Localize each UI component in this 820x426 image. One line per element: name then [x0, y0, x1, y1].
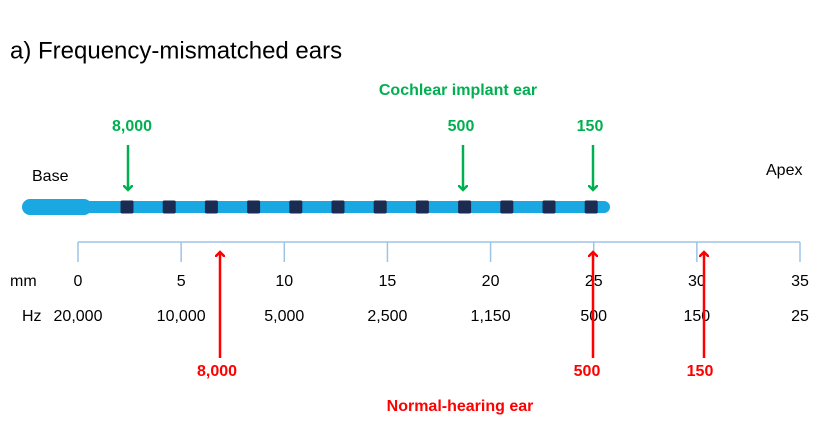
electrode: [542, 200, 556, 214]
nh-arrow-label: 500: [574, 363, 601, 380]
hz-label: Hz: [22, 308, 42, 325]
mm-tick-label: 35: [791, 273, 809, 290]
mm-tick-label: 5: [177, 273, 186, 290]
hz-tick-label: 2,500: [367, 308, 407, 325]
nh-label: Normal-hearing ear: [387, 398, 534, 415]
hz-tick-label: 10,000: [157, 308, 206, 325]
electrode: [331, 200, 345, 214]
electrode: [120, 200, 134, 214]
hz-tick-label: 150: [684, 308, 711, 325]
electrode: [247, 200, 261, 214]
hz-tick-label: 1,150: [471, 308, 511, 325]
electrode: [584, 200, 598, 214]
mm-tick-label: 0: [74, 273, 83, 290]
title: a) Frequency-mismatched ears: [10, 37, 342, 64]
electrode: [415, 200, 429, 214]
electrode: [500, 200, 514, 214]
electrode: [373, 200, 387, 214]
mm-tick-label: 10: [275, 273, 293, 290]
ci-arrow-label: 150: [577, 118, 604, 135]
hz-tick-label: 25: [791, 308, 809, 325]
hz-tick-label: 20,000: [54, 308, 103, 325]
electrode: [458, 200, 472, 214]
electrode: [204, 200, 218, 214]
ci-arrow-label: 500: [448, 118, 475, 135]
ci-arrow-label: 8,000: [112, 118, 152, 135]
apex-label: Apex: [766, 162, 802, 179]
electrode: [289, 200, 303, 214]
mm-tick-label: 20: [482, 273, 500, 290]
mm-label: mm: [10, 273, 37, 290]
base-label: Base: [32, 168, 69, 185]
mm-tick-label: 15: [379, 273, 397, 290]
nh-arrow-label: 150: [687, 363, 714, 380]
nh-arrow-label: 8,000: [197, 363, 237, 380]
mm-tick-label: 30: [688, 273, 706, 290]
electrode: [162, 200, 176, 214]
hz-tick-label: 5,000: [264, 308, 304, 325]
ci-label: Cochlear implant ear: [379, 82, 537, 99]
